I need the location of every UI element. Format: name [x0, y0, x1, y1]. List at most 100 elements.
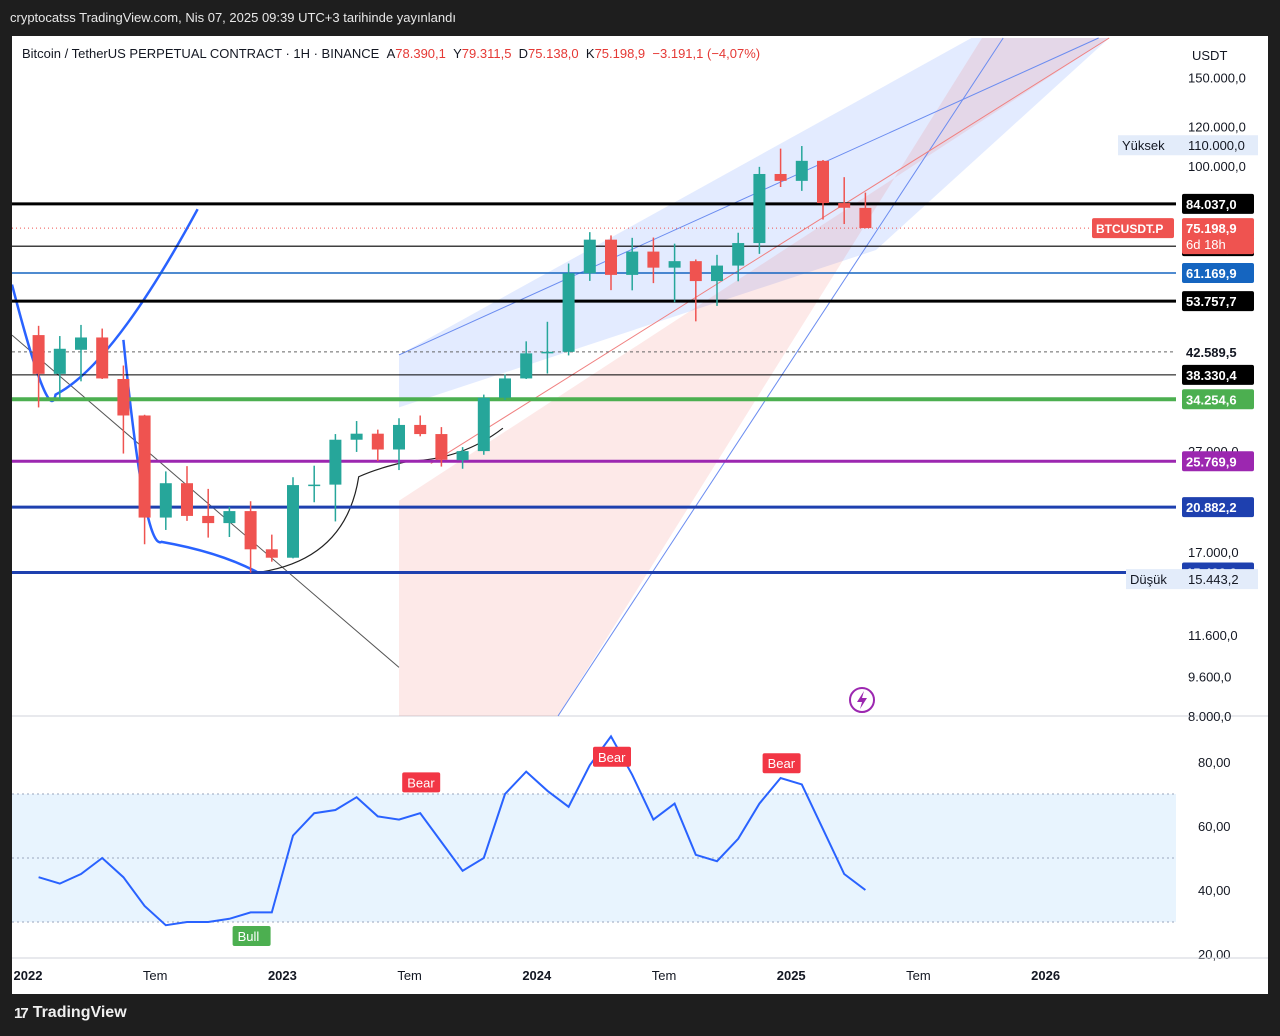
bear-divergence-label: Bear	[593, 746, 631, 767]
candle-body	[689, 261, 702, 282]
candle-body	[265, 549, 278, 558]
candle-body	[456, 451, 469, 461]
bull-divergence-label: Bull	[232, 926, 271, 946]
candle-body	[371, 433, 384, 450]
candle-body	[711, 265, 723, 282]
level-tag-text: 53.757,7	[1186, 294, 1237, 309]
low-marker-value: 15.443,2	[1188, 572, 1239, 587]
high-marker-text: Yüksek	[1122, 138, 1165, 153]
level-tag-bg	[1182, 497, 1254, 518]
level-tag-text: 38.330,4	[1186, 368, 1237, 383]
candle-body	[287, 485, 299, 558]
countdown-text: 6d 18h	[1186, 237, 1226, 252]
level-tag-text: 84.037,0	[1186, 197, 1237, 212]
price-tick-label: 100.000,0	[1188, 159, 1246, 174]
price-tick-label: 120.000,0	[1188, 119, 1246, 134]
level-tag: 61.169,9	[1182, 263, 1254, 284]
symbol-legend: Bitcoin / TetherUS PERPETUAL CONTRACT · …	[22, 46, 760, 61]
high-value: 79.311,5	[461, 46, 512, 61]
chart-canvas[interactable]: Bull Bear Bear Bear USDT 150.000,0 120.000,0 1…	[12, 36, 1268, 994]
x-tick-label: 2025	[777, 968, 806, 983]
tradingview-logo-icon: 17	[14, 1004, 29, 1022]
rsi-tick-label: 40,00	[1198, 883, 1231, 898]
candle-body	[393, 424, 405, 450]
candle-body	[477, 397, 490, 452]
axis-layer: USDT150.000,0120.000,0100.000,027.000,01…	[12, 48, 1268, 983]
wedge-lower-line	[430, 37, 1110, 464]
bear-divergence-label: Bear	[402, 772, 441, 793]
level-tag-bg	[1182, 451, 1254, 472]
candle-body	[795, 160, 808, 181]
price-tick-label: 17.000,0	[1188, 545, 1239, 560]
x-tick-label: 2023	[268, 968, 297, 983]
candle-body	[562, 273, 575, 352]
candle-body	[117, 379, 130, 416]
candle-body	[520, 353, 533, 379]
last-price-tag-bg	[1182, 218, 1254, 255]
candle-body	[626, 251, 639, 275]
x-tick-label: Tem	[397, 968, 422, 983]
divergence-label-bg	[402, 772, 441, 793]
lightning-icon	[849, 687, 875, 713]
level-tag-bg	[1182, 263, 1254, 284]
candle-body	[223, 511, 236, 524]
candle-body	[499, 378, 511, 398]
open-label: A	[386, 46, 396, 61]
candle-body	[414, 424, 427, 435]
candle-body	[838, 203, 851, 208]
level-tag: 25.769,9	[1182, 451, 1254, 472]
level-tag: 84.037,0	[1182, 193, 1254, 214]
publish-caption: cryptocatss TradingView.com, Nis 07, 202…	[10, 10, 456, 25]
x-tick-label: 2026	[1031, 968, 1060, 983]
candle-body	[774, 173, 787, 181]
drawings-layer	[12, 37, 1110, 717]
symbol-tag-text: BTCUSDT.P	[1096, 222, 1163, 236]
candle-body	[605, 239, 617, 275]
symbol-tag-bg	[1092, 218, 1174, 239]
rsi-layer: Bull Bear Bear Bear	[12, 734, 1176, 946]
brand-name: TradingView	[32, 1004, 127, 1021]
x-tick-label: Tem	[906, 968, 931, 983]
divergence-label-text: Bear	[768, 756, 796, 771]
candle-body	[435, 434, 448, 460]
candle-body	[732, 243, 745, 266]
candle-body	[647, 251, 660, 268]
close-value: 75.198,9	[594, 46, 646, 61]
rsi-tick-label: 60,00	[1198, 819, 1231, 834]
chart-panel[interactable]: Bull Bear Bear Bear USDT 150.000,0 120.000,0 1…	[12, 36, 1268, 994]
level-tag: 53.757,7	[1182, 291, 1254, 312]
x-tick-label: Tem	[143, 968, 168, 983]
divergence-label-bg	[232, 926, 271, 946]
candle-body	[138, 415, 151, 518]
publish-caption-bar: cryptocatss TradingView.com, Nis 07, 202…	[0, 0, 1280, 36]
candle-body	[96, 337, 109, 379]
level-tag-text: 34.254,6	[1186, 392, 1237, 407]
level-tag-text: 20.882,2	[1186, 500, 1237, 515]
level-tag-bg	[1182, 364, 1254, 385]
x-tick-label: 2024	[522, 968, 552, 983]
rsi-tick-label: 20,00	[1198, 947, 1231, 962]
x-tick-label: Tem	[652, 968, 677, 983]
low-label: D	[518, 46, 529, 61]
candle-body	[75, 337, 87, 350]
descending-trendline	[12, 334, 400, 668]
symbol-name: Bitcoin / TetherUS PERPETUAL CONTRACT · …	[22, 46, 380, 61]
axis-currency: USDT	[1192, 48, 1227, 63]
level-tag-text: 25.769,9	[1186, 454, 1237, 469]
divergence-label-text: Bear	[598, 750, 626, 765]
level-tag: 20.882,2	[1182, 497, 1254, 518]
lightning-icon-bolt	[857, 691, 867, 709]
level-label: 42.589,5	[1186, 345, 1237, 360]
divergence-label-text: Bear	[407, 775, 435, 790]
candle-body	[308, 484, 321, 487]
candle-body	[32, 335, 45, 374]
tradingview-logo[interactable]: 17 TradingView	[14, 1004, 127, 1022]
candle-body	[159, 483, 172, 518]
last-price-text: 75.198,9	[1186, 221, 1237, 236]
high-marker-value: 110.000,0	[1188, 138, 1245, 153]
candle-body	[753, 173, 766, 244]
candle-body	[244, 511, 257, 550]
change-value: −3.191,1 (−4,07%)	[652, 46, 761, 61]
level-tag-bg	[1182, 193, 1254, 214]
high-label: Y	[453, 46, 462, 61]
